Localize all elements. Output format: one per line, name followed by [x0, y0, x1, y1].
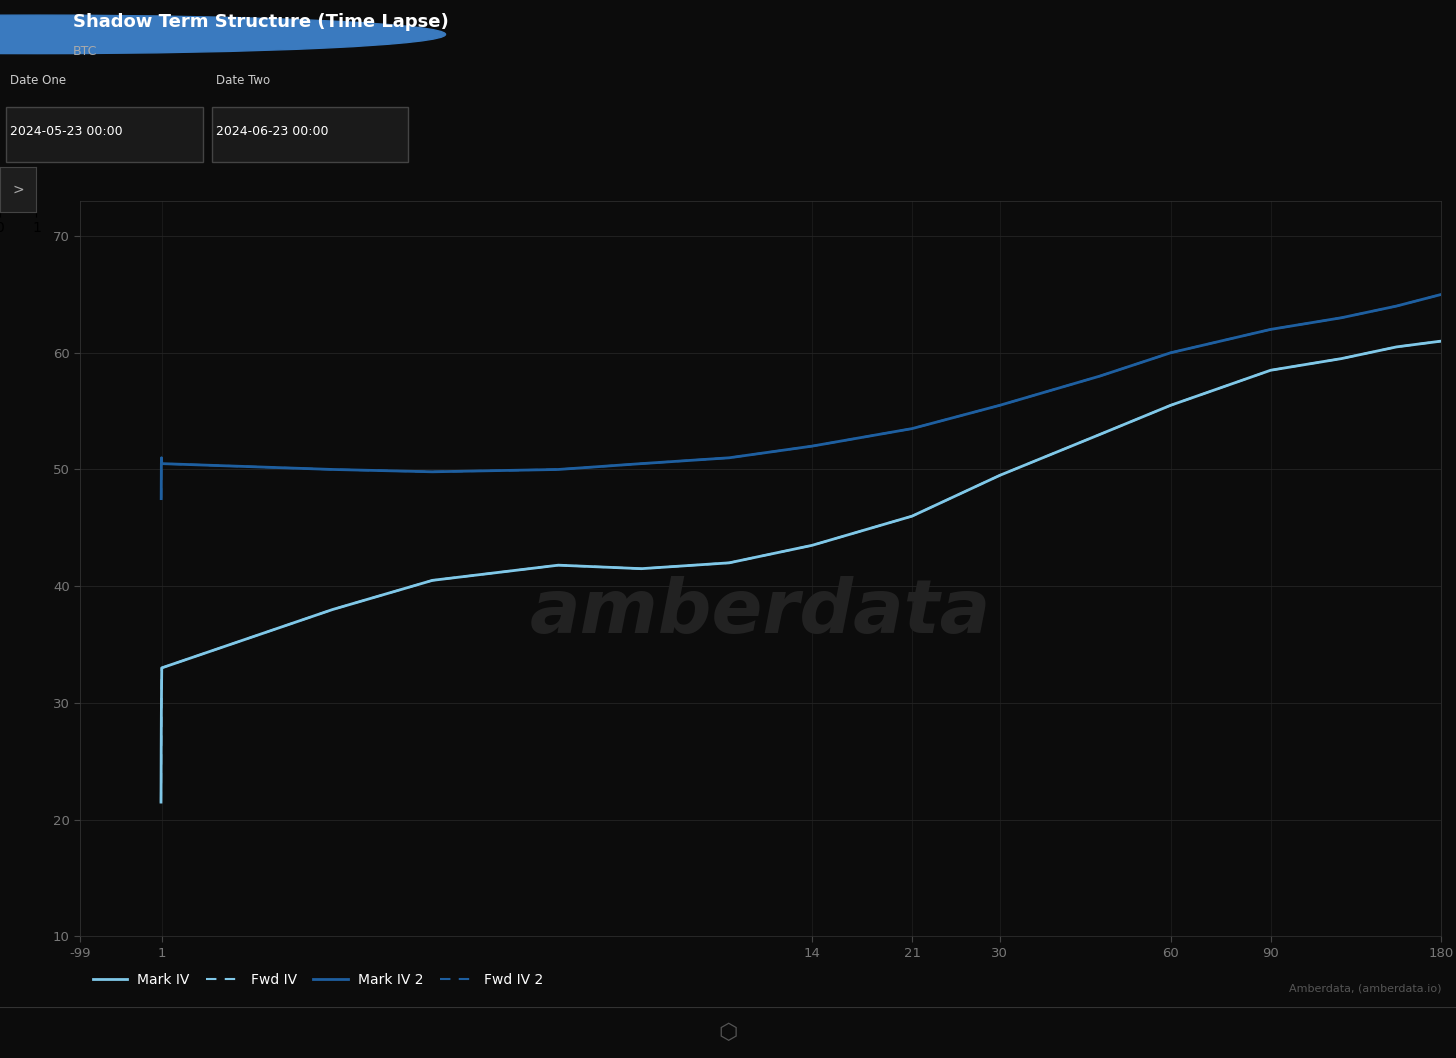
Text: Shadow Term Structure (Time Lapse): Shadow Term Structure (Time Lapse): [73, 13, 448, 31]
Text: BTC: BTC: [73, 45, 98, 58]
Text: Date One: Date One: [10, 74, 66, 87]
Text: 2024-06-23 00:00: 2024-06-23 00:00: [217, 125, 329, 139]
Text: amberdata: amberdata: [530, 577, 992, 650]
FancyBboxPatch shape: [6, 107, 202, 162]
Legend: Mark IV, Fwd IV, Mark IV 2, Fwd IV 2: Mark IV, Fwd IV, Mark IV 2, Fwd IV 2: [87, 968, 549, 992]
Text: ⬡: ⬡: [718, 1023, 738, 1042]
FancyBboxPatch shape: [213, 107, 408, 162]
Text: >: >: [13, 182, 23, 197]
Text: Amberdata, (amberdata.io): Amberdata, (amberdata.io): [1289, 984, 1441, 995]
Circle shape: [0, 15, 446, 54]
Text: 2024-05-23 00:00: 2024-05-23 00:00: [10, 125, 124, 139]
Text: Date Two: Date Two: [217, 74, 271, 87]
